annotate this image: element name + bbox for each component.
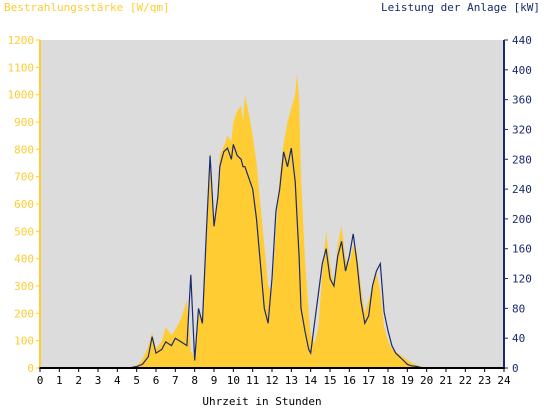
x-axis-ticks: 0 1 2 3 4 5 6 7 8 9 10 11 12 13 14 15 16 17 18 19 20 21 22 23 24 (37, 368, 511, 387)
x-tick-label: 18 (381, 374, 394, 387)
left-tick-label: 500 (14, 225, 34, 238)
right-axis-ticks: 0 40 80 120 160 200 240 280 320 360 400 440 (504, 34, 532, 375)
right-tick-label: 240 (512, 183, 532, 196)
left-tick-label: 700 (14, 171, 34, 184)
x-tick-label: 5 (133, 374, 140, 387)
right-tick-label: 320 (512, 123, 532, 136)
x-tick-label: 17 (362, 374, 375, 387)
x-tick-label: 7 (172, 374, 179, 387)
x-tick-label: 12 (265, 374, 278, 387)
x-tick-label: 4 (114, 374, 121, 387)
right-tick-label: 0 (512, 362, 519, 375)
x-tick-label: 10 (227, 374, 240, 387)
x-tick-label: 19 (401, 374, 414, 387)
right-tick-label: 440 (512, 34, 532, 47)
x-tick-label: 2 (75, 374, 82, 387)
power-line-layer (40, 144, 504, 369)
left-tick-label: 800 (14, 143, 34, 156)
x-tick-label: 23 (478, 374, 491, 387)
left-axis-title: Bestrahlungsstärke [W/qm] (4, 1, 170, 14)
x-tick-label: 1 (56, 374, 63, 387)
x-tick-label: 8 (191, 374, 198, 387)
power-line (40, 144, 504, 369)
left-tick-label: 0 (27, 362, 34, 375)
left-axis-ticks: 0 100 200 300 400 500 600 700 800 900 1000 1100 1200 (8, 34, 40, 375)
x-tick-label: 13 (285, 374, 298, 387)
x-tick-label: 24 (497, 374, 511, 387)
left-tick-label: 1200 (8, 34, 35, 47)
right-axis-title: Leistung der Anlage [kW] (381, 1, 540, 14)
left-tick-label: 300 (14, 280, 34, 293)
x-tick-label: 3 (95, 374, 102, 387)
left-tick-label: 200 (14, 307, 34, 320)
x-tick-label: 16 (343, 374, 356, 387)
right-tick-label: 80 (512, 302, 525, 315)
right-tick-label: 40 (512, 332, 525, 345)
x-tick-label: 9 (211, 374, 218, 387)
left-tick-label: 1100 (8, 61, 35, 74)
x-tick-label: 22 (459, 374, 472, 387)
right-tick-label: 160 (512, 243, 532, 256)
x-tick-label: 14 (304, 374, 318, 387)
x-tick-label: 11 (246, 374, 259, 387)
x-tick-label: 0 (37, 374, 44, 387)
left-tick-label: 400 (14, 253, 34, 266)
x-tick-label: 21 (439, 374, 452, 387)
irradiance-area-layer (40, 72, 504, 369)
left-tick-label: 1000 (8, 89, 35, 102)
x-tick-label: 20 (420, 374, 433, 387)
right-tick-label: 280 (512, 153, 532, 166)
right-tick-label: 360 (512, 94, 532, 107)
right-tick-label: 200 (512, 213, 532, 226)
x-axis-title: Uhrzeit in Stunden (202, 395, 321, 408)
left-tick-label: 900 (14, 116, 34, 129)
irradiance-area (40, 72, 504, 369)
left-tick-label: 100 (14, 335, 34, 348)
right-tick-label: 400 (512, 64, 532, 77)
right-tick-label: 120 (512, 273, 532, 286)
x-tick-label: 6 (153, 374, 160, 387)
left-tick-label: 600 (14, 198, 34, 211)
x-tick-label: 15 (323, 374, 336, 387)
